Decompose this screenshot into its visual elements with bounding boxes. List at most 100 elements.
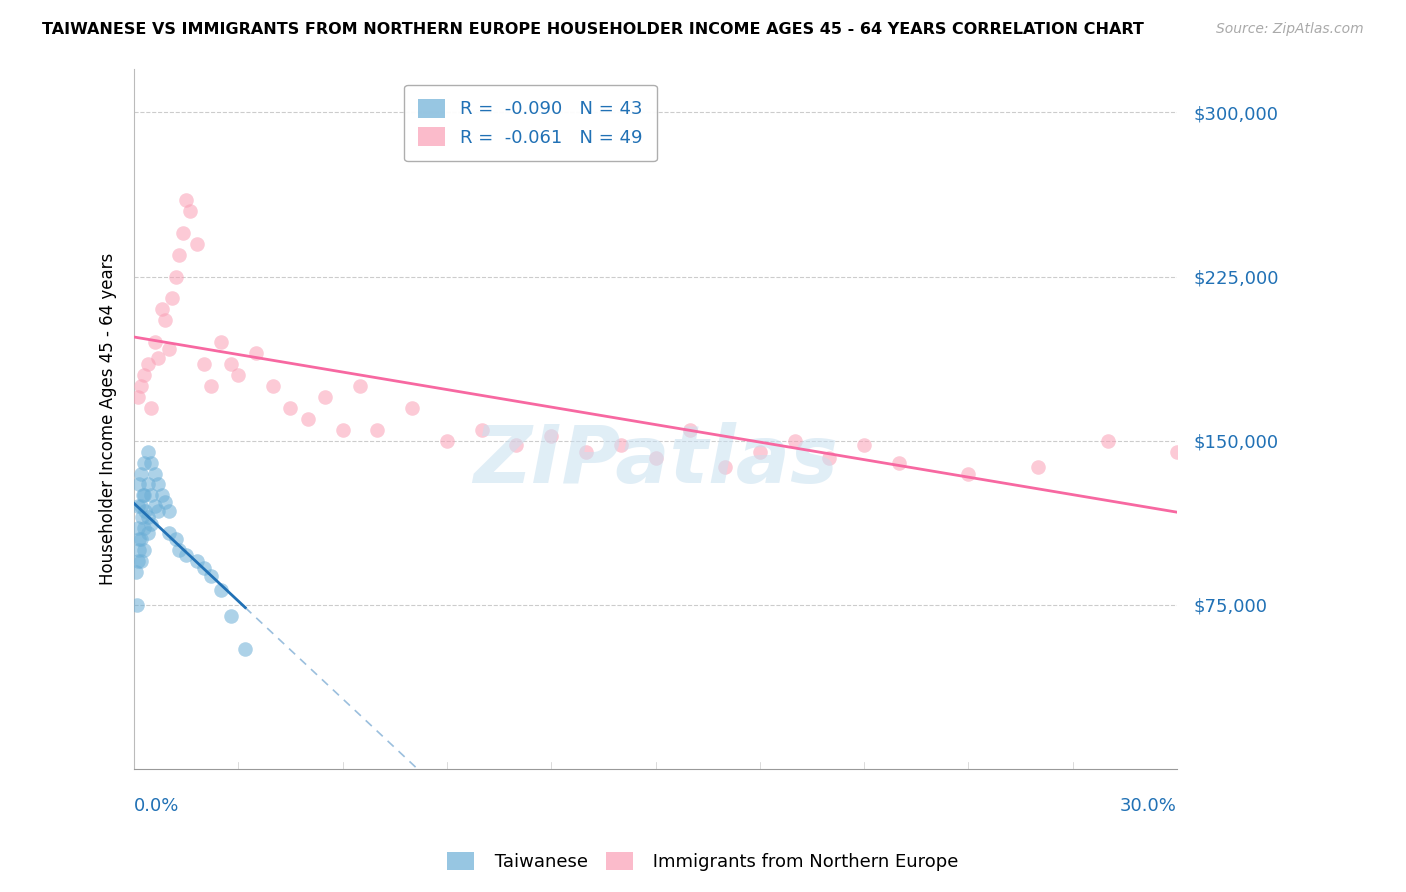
Point xyxy=(280,401,302,415)
Point xyxy=(165,532,187,546)
Point xyxy=(157,525,180,540)
Point xyxy=(127,390,149,404)
Point xyxy=(132,488,155,502)
Point xyxy=(143,500,166,514)
Point xyxy=(157,342,180,356)
Point xyxy=(540,429,562,443)
Point xyxy=(193,357,215,371)
Point xyxy=(818,451,841,466)
Point xyxy=(141,516,163,531)
Point xyxy=(200,379,222,393)
Point xyxy=(125,598,148,612)
Point xyxy=(853,438,876,452)
Point xyxy=(143,335,166,350)
Point xyxy=(209,582,232,597)
Point xyxy=(575,444,598,458)
Text: TAIWANESE VS IMMIGRANTS FROM NORTHERN EUROPE HOUSEHOLDER INCOME AGES 45 - 64 YEA: TAIWANESE VS IMMIGRANTS FROM NORTHERN EU… xyxy=(42,22,1144,37)
Point xyxy=(165,269,187,284)
Y-axis label: Householder Income Ages 45 - 64 years: Householder Income Ages 45 - 64 years xyxy=(100,252,117,585)
Point xyxy=(136,357,159,371)
Point xyxy=(128,532,150,546)
Point xyxy=(233,641,256,656)
Point xyxy=(131,510,153,524)
Text: 30.0%: 30.0% xyxy=(1121,797,1177,815)
Point xyxy=(134,456,156,470)
Point xyxy=(644,451,666,466)
Point xyxy=(143,467,166,481)
Point xyxy=(125,565,148,579)
Point xyxy=(155,313,177,327)
Point xyxy=(209,335,232,350)
Point xyxy=(155,495,177,509)
Point xyxy=(1097,434,1119,448)
Point xyxy=(162,292,184,306)
Point xyxy=(228,368,250,382)
Point xyxy=(129,379,152,393)
Point xyxy=(783,434,806,448)
Point xyxy=(134,543,156,558)
Point xyxy=(174,548,197,562)
Point xyxy=(127,554,149,568)
Point xyxy=(748,444,770,458)
Point xyxy=(349,379,371,393)
Point xyxy=(221,608,243,623)
Point xyxy=(129,467,152,481)
Point xyxy=(136,444,159,458)
Point xyxy=(957,467,980,481)
Point xyxy=(1026,460,1049,475)
Point xyxy=(148,504,170,518)
Point xyxy=(366,423,388,437)
Point xyxy=(134,521,156,535)
Point xyxy=(134,488,156,502)
Point xyxy=(245,346,267,360)
Point xyxy=(150,488,173,502)
Text: 0.0%: 0.0% xyxy=(134,797,180,815)
Point xyxy=(127,521,149,535)
Point xyxy=(436,434,458,448)
Point xyxy=(141,401,163,415)
Point xyxy=(200,569,222,583)
Point xyxy=(141,456,163,470)
Point xyxy=(134,368,156,382)
Point xyxy=(134,504,156,518)
Legend:  Taiwanese,  Immigrants from Northern Europe: Taiwanese, Immigrants from Northern Euro… xyxy=(440,845,966,879)
Legend: R =  -0.090   N = 43, R =  -0.061   N = 49: R = -0.090 N = 43, R = -0.061 N = 49 xyxy=(404,85,657,161)
Point xyxy=(128,477,150,491)
Point xyxy=(157,504,180,518)
Point xyxy=(136,510,159,524)
Text: ZIPatlas: ZIPatlas xyxy=(472,422,838,500)
Point xyxy=(221,357,243,371)
Point xyxy=(129,532,152,546)
Point xyxy=(127,500,149,514)
Point xyxy=(174,193,197,207)
Point xyxy=(186,236,208,251)
Point xyxy=(193,560,215,574)
Point xyxy=(172,226,194,240)
Point xyxy=(714,460,737,475)
Point xyxy=(150,302,173,317)
Point xyxy=(401,401,423,415)
Point xyxy=(887,456,910,470)
Point xyxy=(167,543,190,558)
Point xyxy=(262,379,284,393)
Text: Source: ZipAtlas.com: Source: ZipAtlas.com xyxy=(1216,22,1364,37)
Point xyxy=(610,438,633,452)
Point xyxy=(179,203,201,218)
Point xyxy=(1166,444,1188,458)
Point xyxy=(148,351,170,365)
Point xyxy=(129,500,152,514)
Point xyxy=(167,247,190,261)
Point xyxy=(136,477,159,491)
Point xyxy=(141,488,163,502)
Point xyxy=(186,554,208,568)
Point xyxy=(679,423,702,437)
Point xyxy=(314,390,336,404)
Point xyxy=(505,438,527,452)
Point xyxy=(128,543,150,558)
Point xyxy=(129,554,152,568)
Point xyxy=(332,423,354,437)
Point xyxy=(297,412,319,426)
Point xyxy=(471,423,494,437)
Point xyxy=(136,525,159,540)
Point xyxy=(148,477,170,491)
